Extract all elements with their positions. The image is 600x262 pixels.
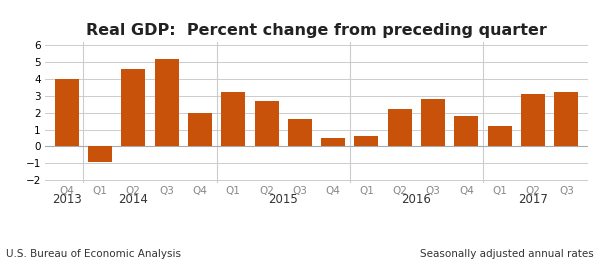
Bar bbox=[221, 92, 245, 146]
Bar bbox=[554, 92, 578, 146]
Text: 2015: 2015 bbox=[268, 193, 298, 206]
Bar bbox=[155, 59, 179, 146]
Text: 2016: 2016 bbox=[401, 193, 431, 206]
Text: 2017: 2017 bbox=[518, 193, 548, 206]
Text: U.S. Bureau of Economic Analysis: U.S. Bureau of Economic Analysis bbox=[6, 249, 181, 259]
Bar bbox=[88, 146, 112, 161]
Bar bbox=[55, 79, 79, 146]
Bar bbox=[421, 99, 445, 146]
Bar bbox=[521, 94, 545, 146]
Bar bbox=[288, 119, 312, 146]
Bar bbox=[321, 138, 345, 146]
Bar bbox=[388, 109, 412, 146]
Bar bbox=[454, 116, 478, 146]
Text: Seasonally adjusted annual rates: Seasonally adjusted annual rates bbox=[420, 249, 594, 259]
Bar bbox=[121, 69, 145, 146]
Text: 2013: 2013 bbox=[52, 193, 82, 206]
Bar bbox=[355, 136, 379, 146]
Bar bbox=[188, 113, 212, 146]
Bar bbox=[488, 126, 512, 146]
Bar bbox=[254, 101, 278, 146]
Text: 2014: 2014 bbox=[118, 193, 148, 206]
Title: Real GDP:  Percent change from preceding quarter: Real GDP: Percent change from preceding … bbox=[86, 23, 547, 38]
